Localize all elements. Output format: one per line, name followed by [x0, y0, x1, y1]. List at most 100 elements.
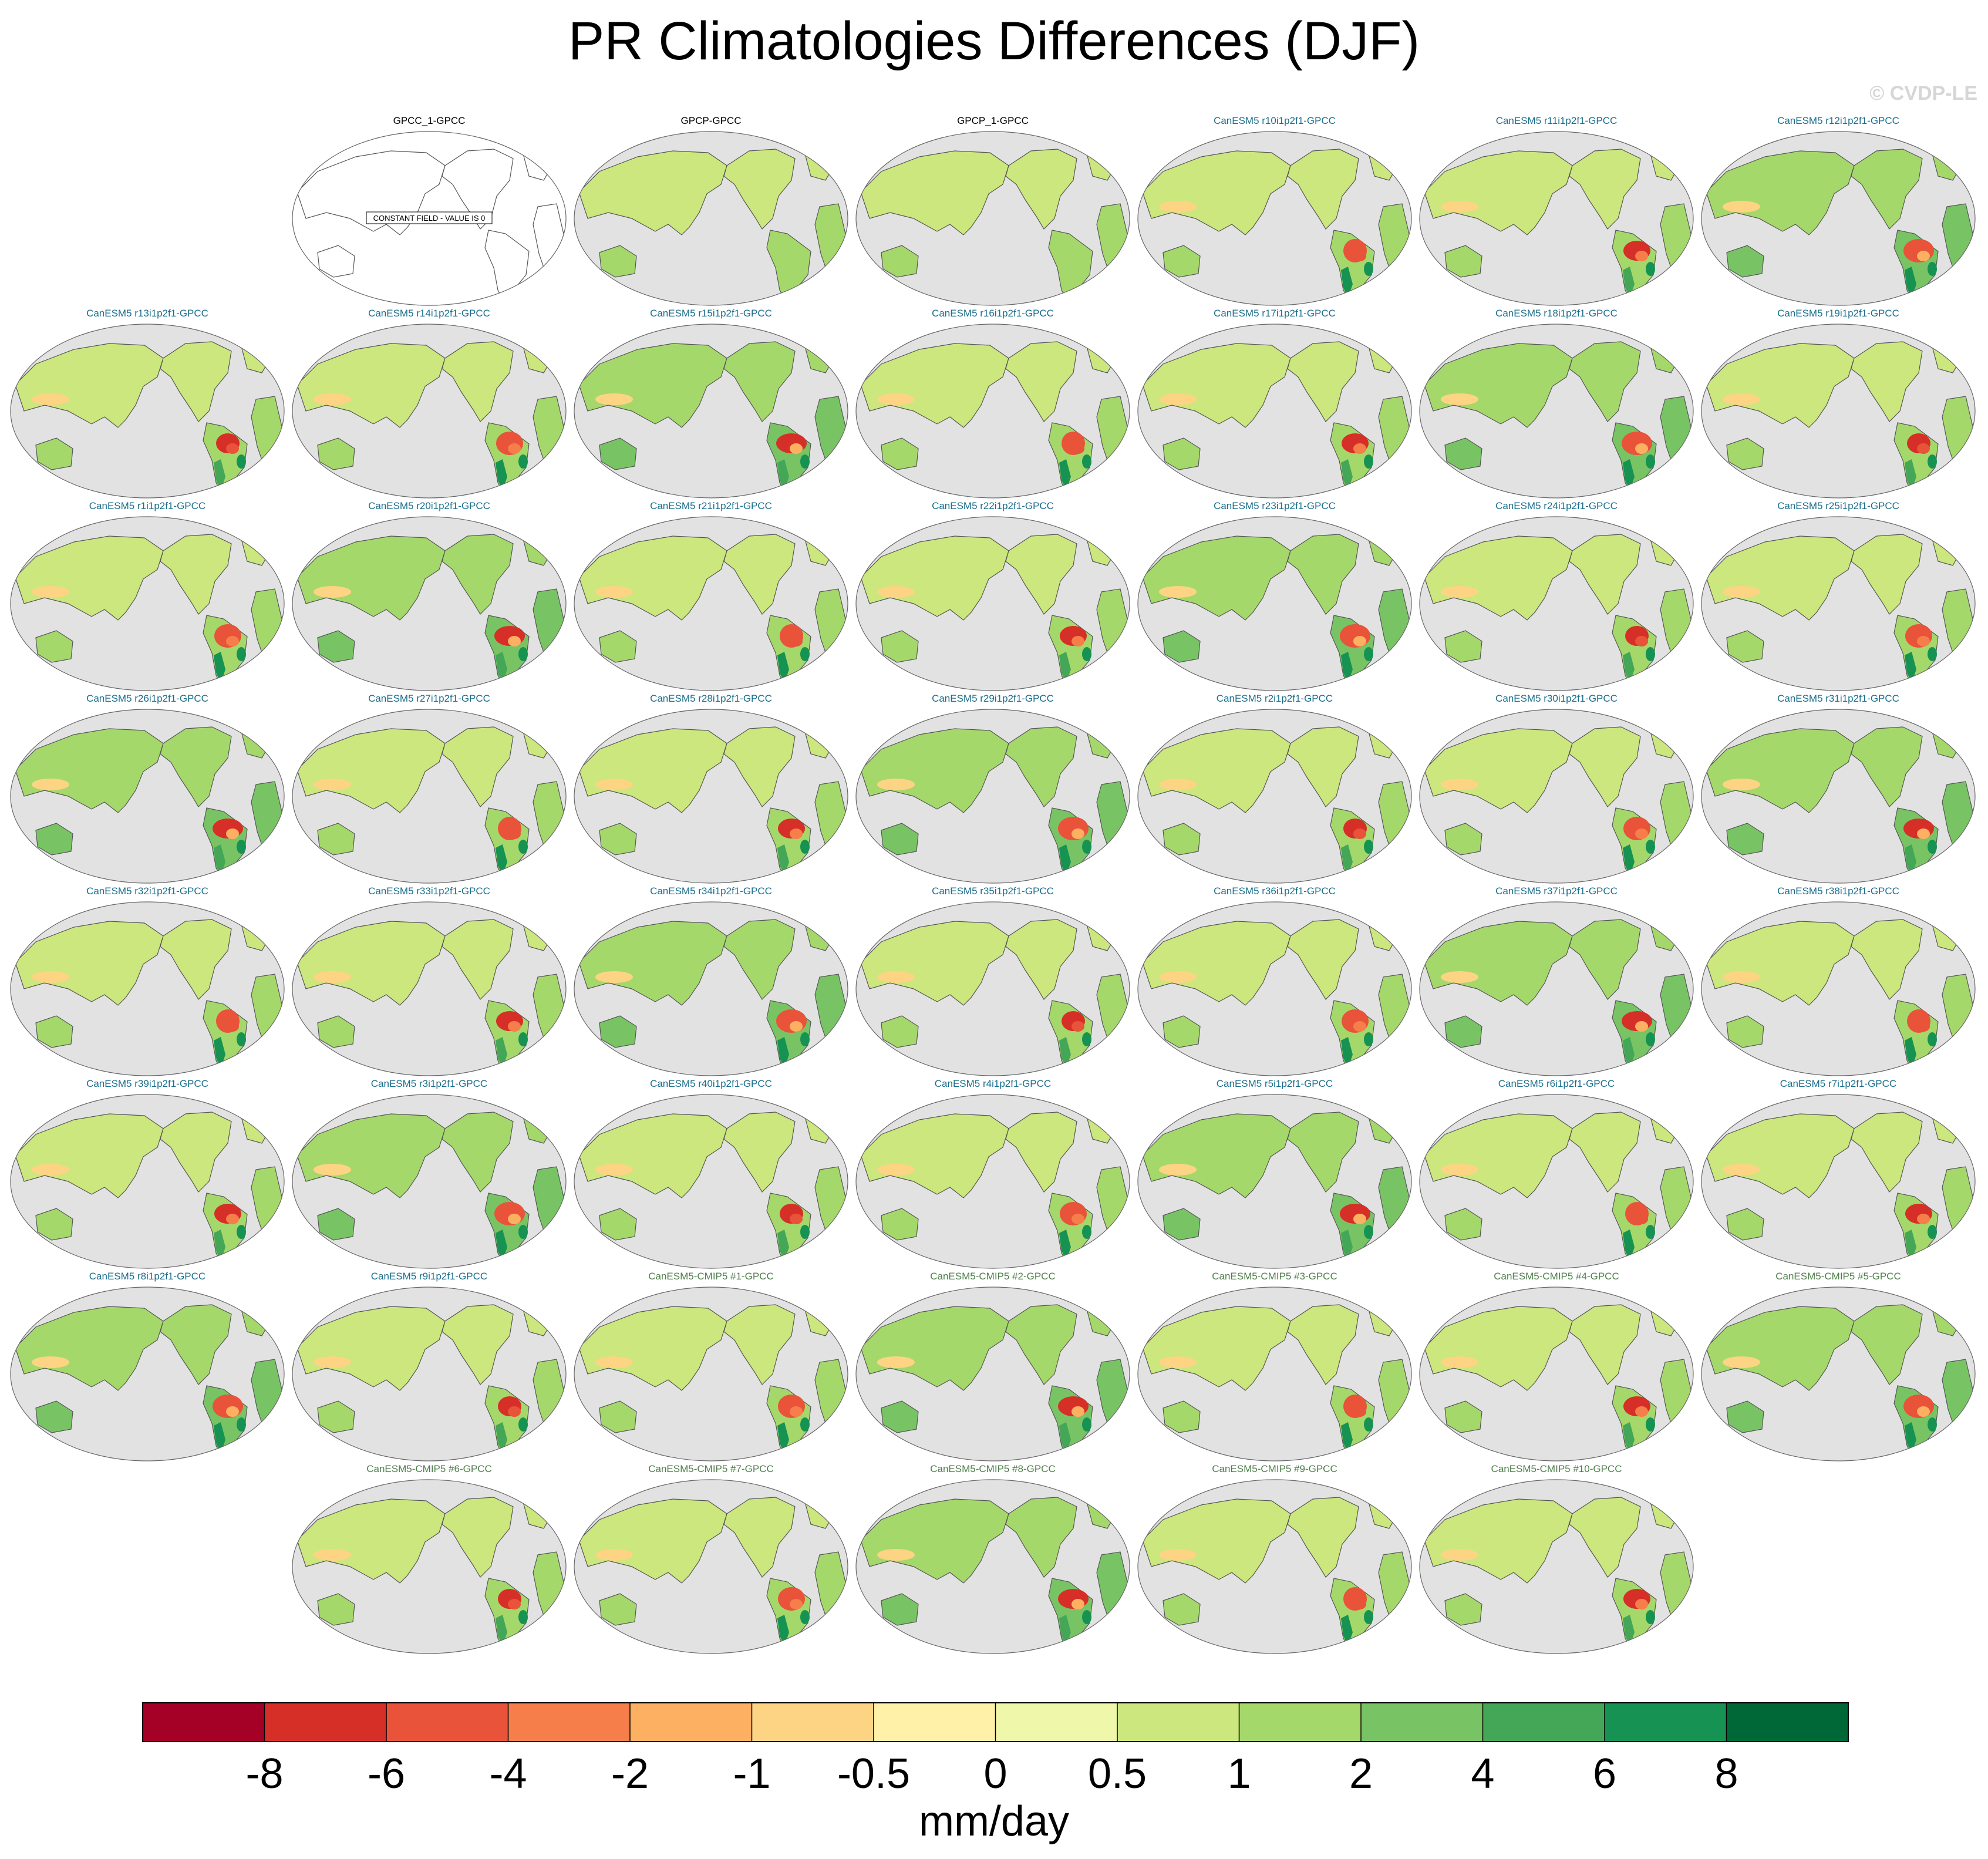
- amazon-dry-bias-inner: [1917, 443, 1930, 454]
- map-border: [1419, 324, 1694, 499]
- eurasia-landmass: [296, 343, 446, 428]
- panel-title: CanESM5-CMIP5 #3-GPCC: [1212, 1271, 1337, 1282]
- map-svg: [574, 131, 848, 306]
- map-border: [1419, 1479, 1694, 1654]
- eurasia-landmass: [860, 1498, 1009, 1584]
- map-svg: [574, 1287, 848, 1461]
- panel-title: CanESM5 r1i1p2f1-GPCC: [89, 500, 206, 511]
- amazon-dry-bias-inner: [1072, 1021, 1084, 1032]
- asia-dry-bias: [314, 586, 351, 598]
- eurasia-landmass: [1142, 921, 1291, 1006]
- brazil-wet-bias: [1646, 1225, 1655, 1239]
- colorbar-bin: [630, 1703, 752, 1742]
- amazon-dry-bias-inner: [508, 443, 521, 454]
- asia-dry-bias: [1441, 1549, 1478, 1561]
- andes-wet-bias: [1905, 459, 1916, 490]
- north-america-landmass: [1287, 726, 1359, 807]
- andes-wet-bias: [1059, 1037, 1071, 1068]
- australia-landmass: [1163, 437, 1201, 470]
- brazil-wet-bias: [800, 454, 810, 469]
- andes-wet-bias: [1623, 1230, 1635, 1261]
- map-border: [855, 1094, 1130, 1269]
- colorbar-tick-label: -8: [245, 1750, 283, 1797]
- north-america-landmass: [442, 341, 514, 422]
- asia-dry-bias: [1723, 1356, 1760, 1368]
- eurasia-landmass: [860, 728, 1009, 813]
- amazon-dry-bias-inner: [1917, 1214, 1930, 1224]
- map-panel: CanESM5 r26i1p2f1-GPCC: [9, 693, 285, 887]
- map-panel: CanESM5 r12i1p2f1-GPCC: [1700, 115, 1976, 309]
- map-panel: CanESM5 r7i1p2f1-GPCC: [1700, 1078, 1976, 1272]
- brazil-wet-bias: [1364, 1225, 1373, 1239]
- map-panel: CanESM5 r18i1p2f1-GPCC: [1418, 308, 1694, 501]
- amazon-dry-bias-inner: [508, 1021, 521, 1032]
- map-border: [574, 1287, 848, 1461]
- land-group: [15, 1304, 284, 1458]
- brazil-wet-bias: [1364, 454, 1373, 469]
- map-svg: [574, 1479, 848, 1654]
- eurasia-landmass: [1424, 343, 1573, 428]
- panel-title: CanESM5 r33i1p2f1-GPCC: [368, 885, 490, 897]
- eurasia-landmass: [578, 1306, 727, 1391]
- map-border: [574, 324, 848, 499]
- north-america-landmass: [1569, 341, 1641, 422]
- andes-wet-bias: [1623, 1615, 1635, 1646]
- australia-landmass: [1726, 1400, 1764, 1433]
- map-svg: [1137, 324, 1412, 499]
- map-panel: CanESM5 r10i1p2f1-GPCC: [1137, 115, 1413, 309]
- australia-landmass: [599, 1208, 637, 1241]
- panel-title: CanESM5 r35i1p2f1-GPCC: [932, 885, 1054, 897]
- north-america-landmass: [1851, 726, 1923, 807]
- brazil-wet-bias: [518, 1417, 528, 1432]
- australia-landmass: [1726, 245, 1764, 278]
- brazil-wet-bias: [518, 647, 528, 661]
- map-panel: CanESM5 r14i1p2f1-GPCC: [291, 308, 567, 501]
- north-america-landmass: [442, 534, 514, 615]
- panel-title: CanESM5 r25i1p2f1-GPCC: [1777, 500, 1899, 511]
- panel-title: CanESM5 r11i1p2f1-GPCC: [1495, 115, 1618, 126]
- brazil-wet-bias: [1928, 262, 1937, 276]
- map-panel: CanESM5 r15i1p2f1-GPCC: [573, 308, 849, 501]
- eurasia-landmass: [1706, 921, 1855, 1006]
- colorbar-tick-label: -1: [733, 1750, 770, 1797]
- asia-dry-bias: [1159, 1164, 1197, 1176]
- panel-title: CanESM5 r30i1p2f1-GPCC: [1495, 693, 1618, 704]
- map-panel: CanESM5 r31i1p2f1-GPCC: [1700, 693, 1976, 887]
- panel-title: CanESM5 r40i1p2f1-GPCC: [650, 1078, 772, 1089]
- panel-title: CanESM5 r7i1p2f1-GPCC: [1780, 1078, 1897, 1089]
- amazon-dry-bias-inner: [790, 1406, 803, 1417]
- brazil-wet-bias: [1928, 840, 1937, 854]
- amazon-dry-bias-inner: [1072, 636, 1084, 646]
- map-border: [1137, 516, 1412, 691]
- map-panel: CanESM5 r25i1p2f1-GPCC: [1700, 500, 1976, 694]
- andes-wet-bias: [1341, 652, 1353, 683]
- amazon-dry-bias-inner: [508, 829, 521, 839]
- map-panel: CanESM5 r36i1p2f1-GPCC: [1137, 885, 1413, 1079]
- map-border: [292, 516, 567, 691]
- andes-wet-bias: [214, 459, 225, 490]
- panel-title: CanESM5-CMIP5 #6-GPCC: [366, 1463, 492, 1474]
- amazon-dry-bias-inner: [226, 443, 239, 454]
- brazil-wet-bias: [800, 1225, 810, 1239]
- australia-landmass: [881, 1015, 919, 1048]
- panel-title: CanESM5 r16i1p2f1-GPCC: [932, 308, 1054, 319]
- andes-wet-bias: [214, 1230, 225, 1261]
- map-panel: CanESM5 r13i1p2f1-GPCC: [9, 308, 285, 501]
- australia-landmass: [35, 1015, 73, 1048]
- map-border: [1419, 131, 1694, 306]
- australia-landmass: [1163, 245, 1201, 278]
- eurasia-landmass: [1424, 1306, 1573, 1391]
- panel-title: CanESM5 r34i1p2f1-GPCC: [650, 885, 772, 897]
- australia-landmass: [1726, 823, 1764, 856]
- australia-landmass: [599, 437, 637, 470]
- andes-wet-bias: [777, 844, 789, 875]
- map-svg: [1137, 1479, 1412, 1654]
- land-group: [1706, 726, 1974, 880]
- panel-title: CanESM5 r17i1p2f1-GPCC: [1214, 308, 1336, 319]
- panel-title: CanESM5 r22i1p2f1-GPCC: [932, 500, 1054, 511]
- north-america-landmass: [160, 1304, 232, 1385]
- amazon-dry-bias-inner: [1353, 1214, 1366, 1224]
- map-panel: CanESM5 r38i1p2f1-GPCC: [1700, 885, 1976, 1079]
- asia-dry-bias: [877, 586, 915, 598]
- eurasia-landmass: [860, 1113, 1009, 1198]
